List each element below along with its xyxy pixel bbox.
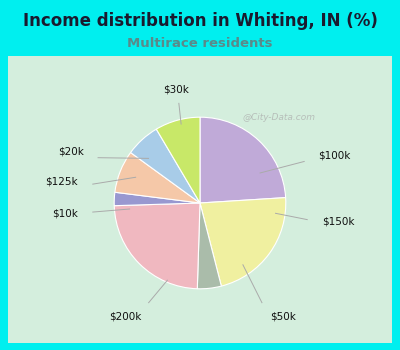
Text: $200k: $200k bbox=[109, 311, 142, 321]
Wedge shape bbox=[200, 198, 286, 286]
Text: $20k: $20k bbox=[58, 147, 84, 156]
Wedge shape bbox=[114, 203, 200, 289]
Text: $150k: $150k bbox=[322, 217, 354, 227]
Text: Income distribution in Whiting, IN (%): Income distribution in Whiting, IN (%) bbox=[22, 12, 378, 30]
Wedge shape bbox=[130, 129, 200, 203]
Wedge shape bbox=[156, 117, 200, 203]
Text: $50k: $50k bbox=[270, 311, 296, 321]
Text: $10k: $10k bbox=[52, 208, 78, 218]
Wedge shape bbox=[197, 203, 221, 289]
Text: @City-Data.com: @City-Data.com bbox=[243, 113, 316, 122]
Text: $125k: $125k bbox=[46, 176, 78, 187]
Text: $30k: $30k bbox=[163, 85, 189, 95]
Wedge shape bbox=[114, 192, 200, 206]
Wedge shape bbox=[200, 117, 286, 203]
Wedge shape bbox=[115, 153, 200, 203]
Text: $100k: $100k bbox=[318, 151, 351, 161]
Text: Multirace residents: Multirace residents bbox=[127, 37, 273, 50]
